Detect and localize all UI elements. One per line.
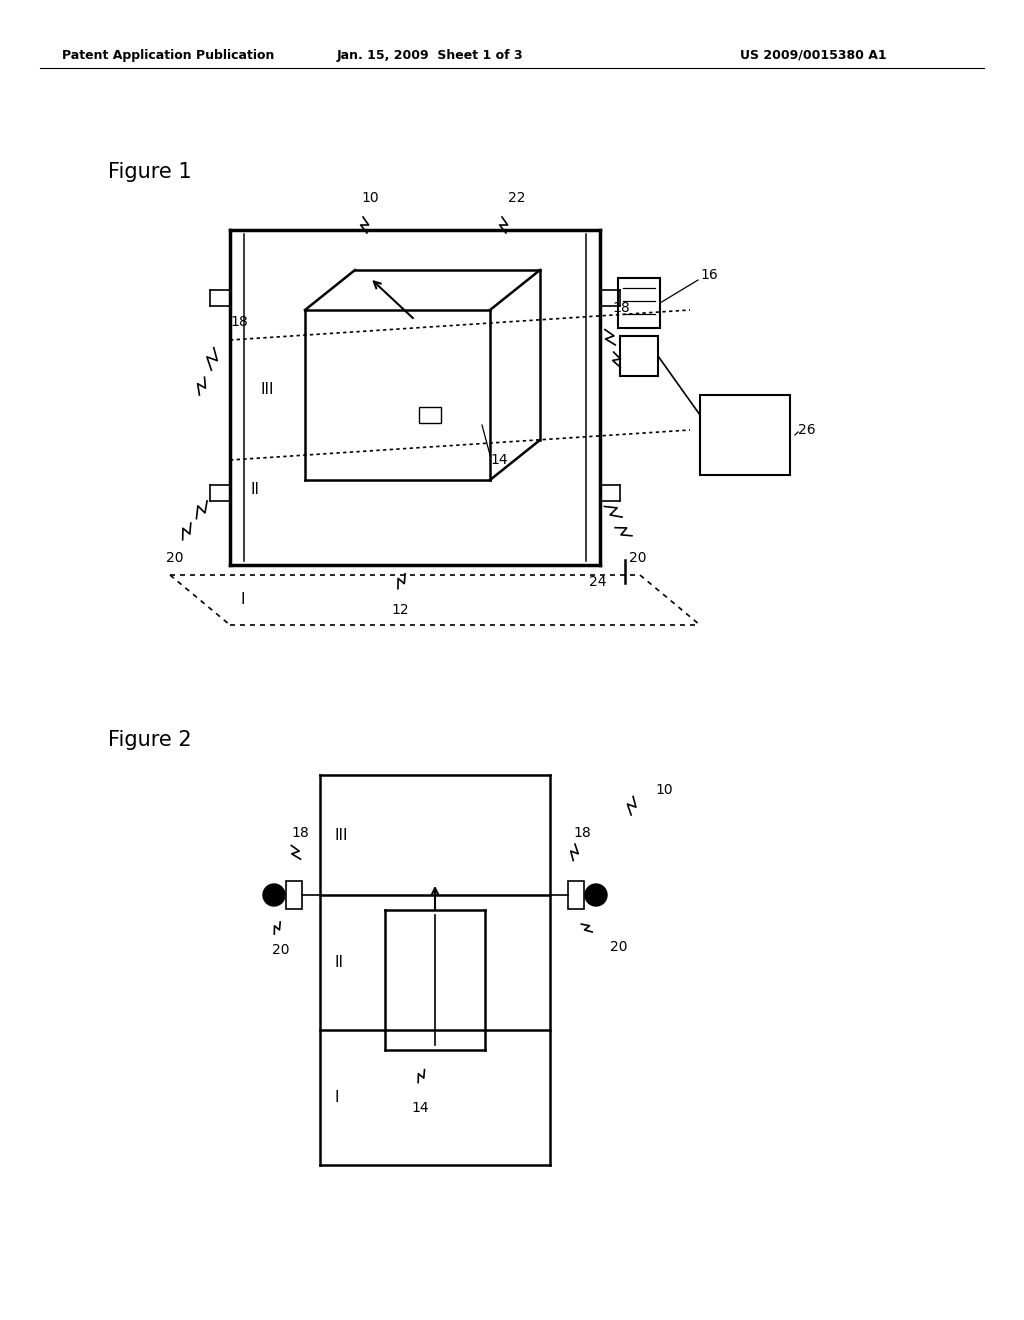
Text: 18: 18 [612,301,630,315]
Text: III: III [260,383,273,397]
Text: 20: 20 [272,942,290,957]
Bar [419,407,441,422]
Text: I: I [240,593,245,607]
Bar [620,337,658,376]
Text: 16: 16 [700,268,718,282]
Text: Jan. 15, 2009  Sheet 1 of 3: Jan. 15, 2009 Sheet 1 of 3 [337,49,523,62]
Text: US 2009/0015380 A1: US 2009/0015380 A1 [740,49,887,62]
Text: 20: 20 [610,940,628,954]
Bar [286,880,302,909]
Bar [700,395,790,475]
Text: 20: 20 [630,550,647,565]
Text: 10: 10 [361,191,379,205]
Bar [618,279,660,327]
Text: 26: 26 [798,422,816,437]
Text: Figure 1: Figure 1 [108,162,191,182]
Text: 24: 24 [589,576,607,589]
Text: 18: 18 [230,315,248,329]
Text: 14: 14 [412,1101,429,1115]
Text: I: I [335,1090,340,1105]
Text: II: II [335,954,344,970]
Text: Patent Application Publication: Patent Application Publication [62,49,274,62]
Text: III: III [335,828,348,842]
Text: Figure 2: Figure 2 [108,730,191,750]
Text: II: II [250,483,259,498]
Text: 12: 12 [391,603,409,616]
Text: 10: 10 [655,783,673,797]
Text: 14: 14 [490,453,508,467]
Circle shape [263,884,285,906]
Circle shape [585,884,607,906]
Text: 20: 20 [166,550,183,565]
Text: 18: 18 [573,826,591,840]
Text: 18: 18 [291,826,309,840]
Bar [568,880,584,909]
Text: 22: 22 [508,191,525,205]
